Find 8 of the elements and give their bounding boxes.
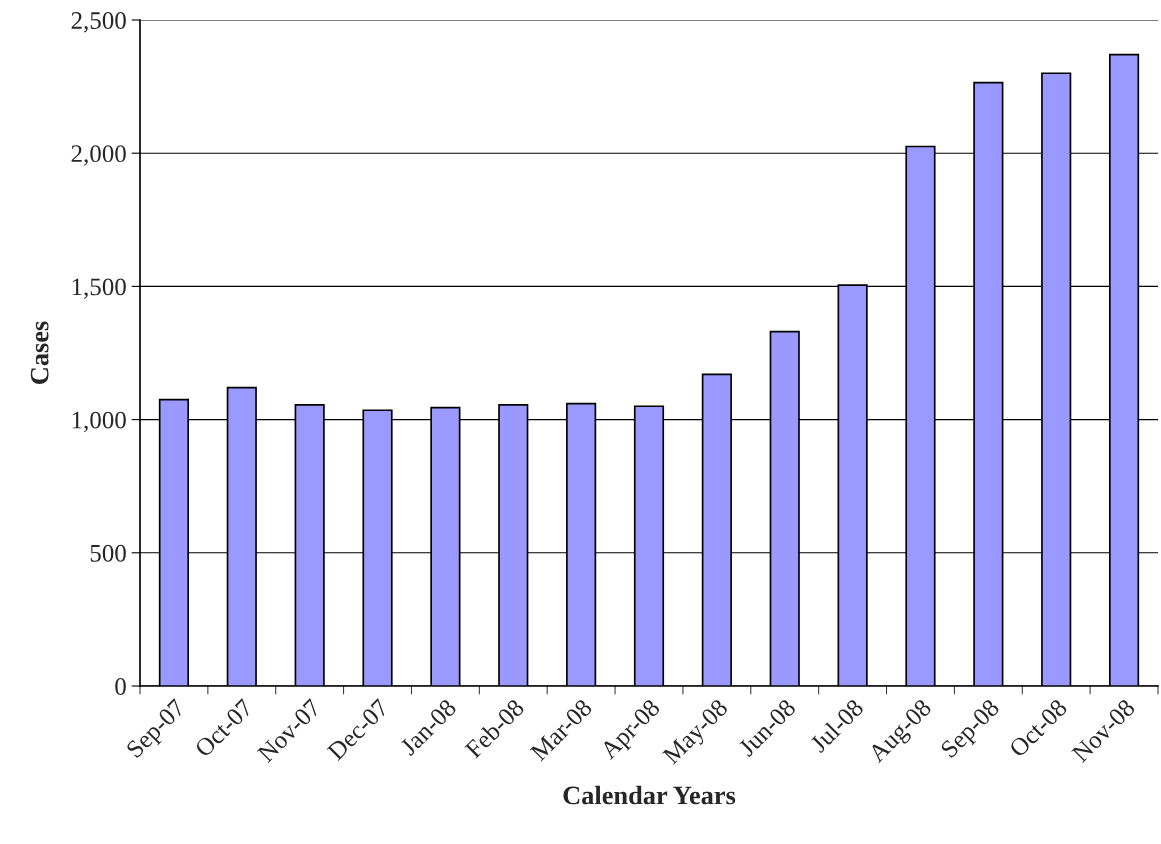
y-axis-title: Cases bbox=[30, 321, 49, 384]
y-tick-label: 1,500 bbox=[72, 278, 126, 299]
y-tick-label: 2,000 bbox=[71, 145, 126, 166]
y-tick-label: 1,000 bbox=[72, 411, 126, 433]
y-tick-label: 2,500 bbox=[71, 12, 126, 33]
y-tick-label: 500 bbox=[90, 544, 126, 562]
y-tick-label: 0 bbox=[115, 678, 126, 695]
x-axis-title: Calendar Years bbox=[563, 785, 736, 805]
